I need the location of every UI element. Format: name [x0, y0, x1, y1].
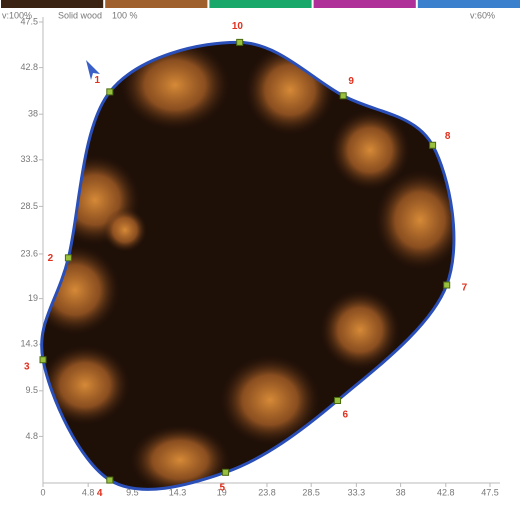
sensor-label: 10: [232, 21, 244, 32]
axes: 0 4.8 9.5 14.3 19 23.8 28.5 33.3 38 42.8 47.54.89.…: [20, 16, 500, 497]
y-tick-label: 42.8: [20, 62, 38, 72]
x-tick-label: 33.3: [348, 487, 366, 497]
sensor: [222, 468, 230, 476]
scale-segment: [105, 0, 208, 8]
x-tick-label: 42.8: [437, 487, 455, 497]
sensor-label: 5: [219, 483, 225, 494]
sensor-label: 9: [348, 76, 354, 87]
y-tick-label: 9.5: [25, 385, 38, 395]
y-tick-label: 19: [28, 293, 38, 303]
x-tick-label: 4.8: [82, 487, 95, 497]
x-tick-label: 28.5: [302, 487, 320, 497]
cursor-icon: [86, 60, 100, 80]
y-tick-label: 38: [28, 109, 38, 119]
scale-label: v:100%: [2, 10, 32, 20]
sensor: [106, 476, 114, 484]
x-tick-label: 38: [396, 487, 406, 497]
sensor-label: 3: [24, 361, 30, 372]
sensor-label: 2: [48, 253, 54, 264]
sensor: [429, 141, 437, 149]
y-tick-label: 33.3: [20, 154, 38, 164]
sensor: [339, 92, 347, 100]
y-tick-label: 23.6: [20, 248, 38, 258]
x-tick-label: 14.3: [169, 487, 187, 497]
sensor: [443, 281, 451, 289]
y-tick-label: 28.5: [20, 201, 38, 211]
sensor: [106, 88, 114, 96]
x-tick-label: 23.8: [258, 487, 276, 497]
color-scale: v:100% Solid wood 100 % v:60%: [1, 0, 520, 20]
scale-label: v:60%: [470, 10, 495, 20]
sensor-label: 7: [462, 282, 468, 293]
sensor: [39, 356, 47, 364]
x-tick-label: 19: [217, 487, 227, 497]
scale-segment: [209, 0, 312, 8]
y-tick-label: 14.3: [20, 339, 38, 349]
scale-label: Solid wood: [58, 10, 102, 20]
sensor: [236, 38, 244, 46]
scale-label: 100 %: [112, 10, 138, 20]
sensor: [64, 254, 72, 262]
x-tick-label: 0: [40, 487, 45, 497]
scale-segment: [417, 0, 520, 8]
y-tick-label: 4.8: [25, 431, 38, 441]
scale-segment: [313, 0, 416, 8]
sensor-label: 8: [445, 131, 451, 142]
x-tick-label: 47.5: [481, 487, 499, 497]
sensor: [334, 397, 342, 405]
scale-segment: [1, 0, 104, 8]
y-tick-label: 47.5: [20, 16, 38, 26]
plot: 1 2 3 4 5 6 7 8 9 10: [24, 21, 468, 499]
x-tick-label: 9.5: [126, 487, 139, 497]
sensor-label: 6: [343, 410, 349, 421]
sensor-label: 1: [94, 75, 100, 86]
sensor-label: 4: [97, 488, 103, 499]
